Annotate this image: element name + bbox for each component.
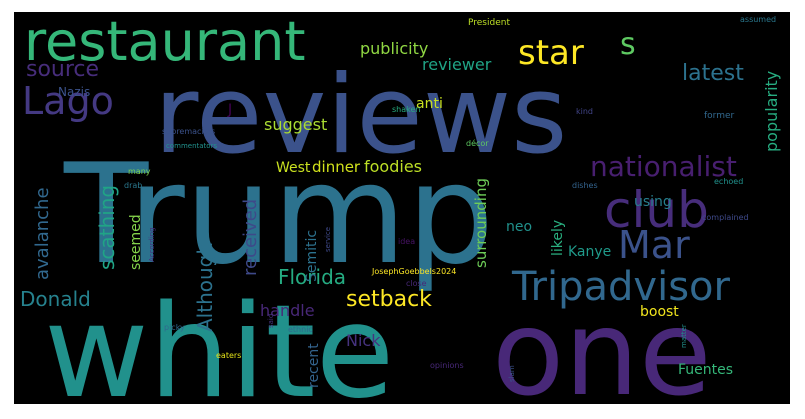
word-president: President	[468, 18, 510, 28]
word-dishes: dishes	[572, 181, 598, 190]
word-commentators: commentators	[166, 142, 217, 150]
word-popularity: popularity	[762, 71, 781, 152]
word-ethnic: ethnic	[288, 325, 313, 334]
word-west: West	[276, 160, 311, 176]
word-kind: kind	[576, 107, 593, 116]
word-restaurant: restaurant	[24, 12, 306, 73]
word-surrounding: surrounding	[472, 178, 490, 268]
word-decor: décor	[466, 138, 489, 148]
word-shaken: shaken	[392, 105, 420, 114]
word-recent: recent	[306, 343, 322, 388]
word-florida: Florida	[278, 265, 346, 289]
word-reviewer: reviewer	[422, 55, 492, 74]
word-many: many	[128, 167, 151, 176]
word-kanye: Kanye	[568, 244, 611, 260]
word-received: received	[240, 199, 261, 276]
word-although: Although	[193, 242, 217, 332]
word-white: white	[44, 278, 394, 404]
word-complained: complained	[702, 213, 749, 222]
word-service: service	[324, 227, 332, 252]
word-likely: likely	[550, 220, 566, 256]
word-club: club	[604, 181, 709, 239]
word-dinner: dinner	[312, 158, 361, 176]
word-slam: slam	[508, 365, 516, 382]
word-close: close	[406, 279, 427, 288]
word-assumed: assumed	[740, 15, 776, 24]
word-said: said	[267, 314, 275, 328]
word-suggest: suggest	[264, 115, 327, 134]
word-cloud: reviews Trump white one restaurant Lago …	[14, 12, 790, 404]
word-nick: Nick	[346, 331, 381, 350]
word-lago: Lago	[22, 79, 114, 123]
word-tripadvisor: Tripadvisor	[511, 264, 731, 310]
word-setback: setback	[346, 287, 432, 312]
word-latest: latest	[682, 61, 744, 86]
word-cloud-canvas: reviews Trump white one restaurant Lago …	[20, 12, 781, 404]
word-avalanche: avalanche	[32, 187, 53, 280]
word-goebbels: JosephGoebbels2024	[371, 267, 456, 276]
word-star: star	[518, 33, 584, 73]
word-j: J	[227, 102, 232, 118]
word-seemed: seemed	[128, 214, 144, 270]
word-drab: drab	[124, 181, 142, 190]
word-mar: Mar	[618, 223, 690, 267]
word-donald: Donald	[20, 287, 91, 311]
word-fuentes: Fuentes	[678, 362, 733, 378]
word-source: source	[26, 57, 99, 82]
word-handle: handle	[260, 301, 315, 320]
word-according: According	[148, 227, 156, 262]
word-foodies: foodies	[364, 157, 422, 176]
word-scathing: scathing	[95, 185, 119, 270]
word-former: former	[704, 111, 735, 121]
word-echoed: echoed	[714, 177, 743, 186]
word-eaters: eaters	[216, 351, 241, 360]
word-matter: matter	[680, 324, 688, 348]
word-nationalist: nationalist	[590, 150, 737, 183]
word-anti: anti	[416, 96, 443, 112]
word-boost: boost	[640, 304, 679, 320]
word-reviews: reviews	[154, 53, 567, 178]
word-publicity: publicity	[360, 39, 428, 58]
word-opinions: opinions	[430, 361, 464, 370]
word-neo: neo	[506, 219, 532, 235]
word-trump: Trump	[63, 134, 494, 295]
word-semitic: Semitic	[304, 230, 320, 282]
word-nazis: Nazis	[58, 85, 90, 99]
word-picky: picky	[164, 323, 185, 332]
word-idea: idea	[398, 237, 415, 246]
word-one: one	[492, 284, 712, 404]
word-using: using	[634, 194, 672, 210]
word-s: s	[620, 27, 636, 62]
word-supremacists: supremacists	[162, 127, 215, 136]
